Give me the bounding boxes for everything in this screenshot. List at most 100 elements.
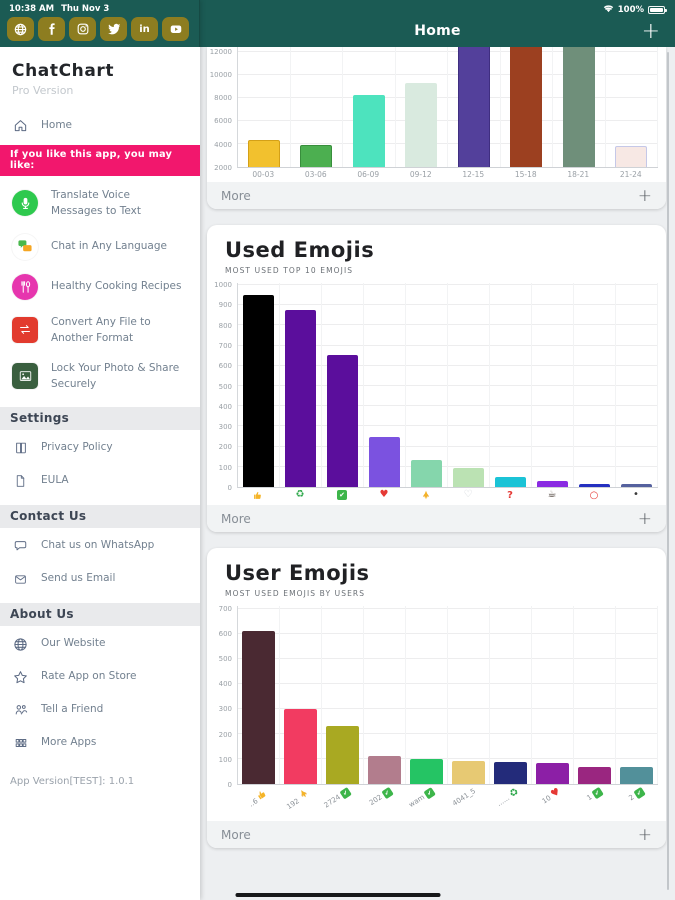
card-title: Used Emojis	[225, 238, 375, 262]
y-tick-label: 6000	[214, 117, 232, 126]
promo-item[interactable]: Chat in Any Language	[0, 227, 200, 267]
hourly-activity-card: 2000 4000 6000 8000 10000 12000 00-03 03-06 06-0…	[207, 47, 666, 209]
sidebar-item-label: Privacy Policy	[41, 441, 113, 454]
promo-item-label: Healthy Cooking Recipes	[51, 280, 182, 293]
card-subtitle: MOST USED TOP 10 EMOJIS	[225, 266, 354, 275]
sidebar-item-send-us-email[interactable]: Send us Email	[0, 563, 200, 596]
hourly-activity-chart: 2000 4000 6000 8000 10000 12000 00-03 03-06 06-0…	[207, 47, 666, 182]
bar	[578, 766, 611, 784]
bar	[410, 759, 443, 784]
x-category-label: 1 ✔	[573, 786, 615, 818]
x-category-label: 2 ✔	[615, 786, 657, 818]
twitter-icon[interactable]	[100, 17, 127, 41]
card-head: User Emojis MOST USED EMOJIS BY USERS	[207, 548, 666, 600]
sidebar-status-area: 10:38 AM Thu Nov 3 in	[0, 0, 200, 47]
app-title: ChatChart	[12, 61, 115, 81]
y-tick-label: 0	[227, 484, 232, 492]
scrollbar[interactable]	[667, 52, 669, 890]
bar	[352, 95, 385, 167]
home-indicator-bar[interactable]	[235, 893, 440, 897]
app-version: App Version[TEST]: 1.0.1	[10, 775, 135, 787]
battery-percent: 100%	[617, 5, 644, 15]
y-tick-label: 700	[218, 604, 232, 613]
add-icon[interactable]: +	[637, 824, 652, 845]
more-row[interactable]: More +	[207, 821, 666, 848]
sidebar-menu: ChatChart Pro Version Home If you like t…	[0, 47, 200, 900]
linkedin-icon[interactable]: in	[131, 17, 158, 41]
wifi-icon	[603, 4, 614, 16]
bar	[452, 761, 485, 784]
x-category-label: 06-09	[357, 170, 380, 179]
sidebar-item-privacy-policy[interactable]: Privacy Policy	[0, 432, 200, 465]
used-emojis-card: Used Emojis MOST USED TOP 10 EMOJIS 0 100…	[207, 225, 666, 532]
bar	[300, 145, 333, 167]
sidebar-item-label: More Apps	[41, 736, 97, 749]
used-emojis-chart: 0 100 200 300 400 500 600 700 800 900 1000 ♻ ✔ ♥ ♡? ☕ ○ •	[207, 277, 666, 505]
header-add-button[interactable]: +	[641, 19, 660, 44]
x-category-label: ☕	[547, 489, 557, 500]
y-tick-label: 100	[218, 463, 232, 472]
x-category-label: 4041_5	[451, 787, 478, 808]
photo-lock-icon	[12, 363, 38, 390]
promo-item[interactable]: Translate Voice Messages to Text	[0, 180, 200, 227]
bar	[510, 47, 543, 167]
file-convert-icon	[12, 316, 38, 343]
x-category-label: 10 ♥	[540, 786, 563, 806]
website-icon[interactable]	[7, 17, 34, 41]
sidebar-item-label: EULA	[41, 474, 69, 487]
sidebar-item-tell-a-friend[interactable]: Tell a Friend	[0, 694, 200, 727]
card-head: Used Emojis MOST USED TOP 10 EMOJIS	[207, 225, 666, 277]
y-tick-label: 2000	[214, 164, 232, 172]
bar	[369, 436, 400, 487]
x-category-label	[405, 490, 447, 502]
sidebar-item-chat-us-on-whatsapp[interactable]: Chat us on WhatsApp	[0, 530, 200, 563]
x-category-label: 15-18	[514, 170, 537, 179]
document-icon	[12, 473, 29, 490]
promo-item[interactable]: Lock Your Photo & Share Securely	[0, 353, 200, 400]
x-category-label: 00-03	[252, 170, 275, 179]
x-category-label: ..6	[237, 786, 279, 818]
add-icon[interactable]: +	[637, 185, 652, 206]
sidebar-item-eula[interactable]: EULA	[0, 465, 200, 498]
y-tick-label: 12000	[209, 47, 232, 56]
sidebar-item-rate-app-on-store[interactable]: Rate App on Store	[0, 661, 200, 694]
voice-translate-icon	[12, 190, 38, 217]
y-tick-label: 100	[218, 755, 232, 764]
bar	[620, 767, 653, 784]
promo-item-label: Translate Voice Messages to Text	[51, 189, 141, 218]
bar	[243, 295, 274, 487]
cooking-icon	[12, 273, 38, 300]
facebook-icon[interactable]	[38, 17, 65, 41]
promo-item[interactable]: Healthy Cooking Recipes	[0, 267, 200, 307]
more-label: More	[221, 511, 251, 526]
section-list: Settings Privacy Policy EULA Contact Us Chat…	[0, 406, 200, 760]
book-icon	[12, 440, 29, 457]
x-category-label: ?	[507, 490, 513, 501]
instagram-icon[interactable]	[69, 17, 96, 41]
add-icon[interactable]: +	[637, 508, 652, 529]
social-row: in	[6, 17, 199, 41]
x-category-label: 18-21	[567, 170, 590, 179]
plot-area	[237, 283, 658, 488]
promo-item[interactable]: Convert Any File to Another Format	[0, 307, 200, 354]
y-tick-label: 800	[218, 321, 232, 330]
y-tick-label: 1000	[214, 281, 232, 290]
x-category-label: 2724 ✔	[321, 786, 363, 818]
people-icon	[12, 702, 29, 719]
promo-banner: If you like this app, you may like:	[0, 145, 200, 176]
more-row[interactable]: More +	[207, 182, 666, 209]
sidebar-item-our-website[interactable]: Our Website	[0, 628, 200, 661]
more-label: More	[221, 827, 251, 842]
sidebar-item-more-apps[interactable]: More Apps	[0, 727, 200, 760]
sidebar-item-label: Rate App on Store	[41, 670, 137, 683]
bar	[536, 763, 569, 784]
x-category-label: ✔	[321, 490, 363, 502]
section-header: Contact Us	[0, 504, 200, 528]
x-category-label: 21-24	[619, 170, 642, 179]
more-row[interactable]: More +	[207, 505, 666, 532]
bar	[242, 631, 275, 784]
y-tick-label: 500	[218, 382, 232, 391]
more-label: More	[221, 188, 251, 203]
youtube-icon[interactable]	[162, 17, 189, 41]
sidebar-item-home[interactable]: Home	[0, 109, 200, 142]
